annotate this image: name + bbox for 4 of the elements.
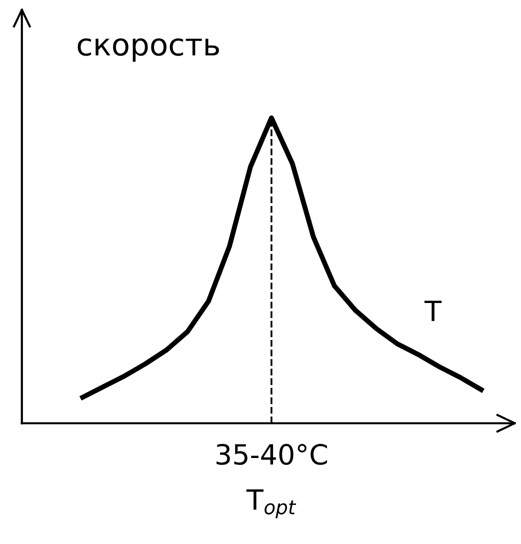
series-label: T [424, 300, 442, 321]
text: 35-40°C [216, 444, 327, 465]
y-axis-title: скорость [78, 38, 219, 62]
x-axis-title: T$_{opt}$ [246, 489, 296, 518]
